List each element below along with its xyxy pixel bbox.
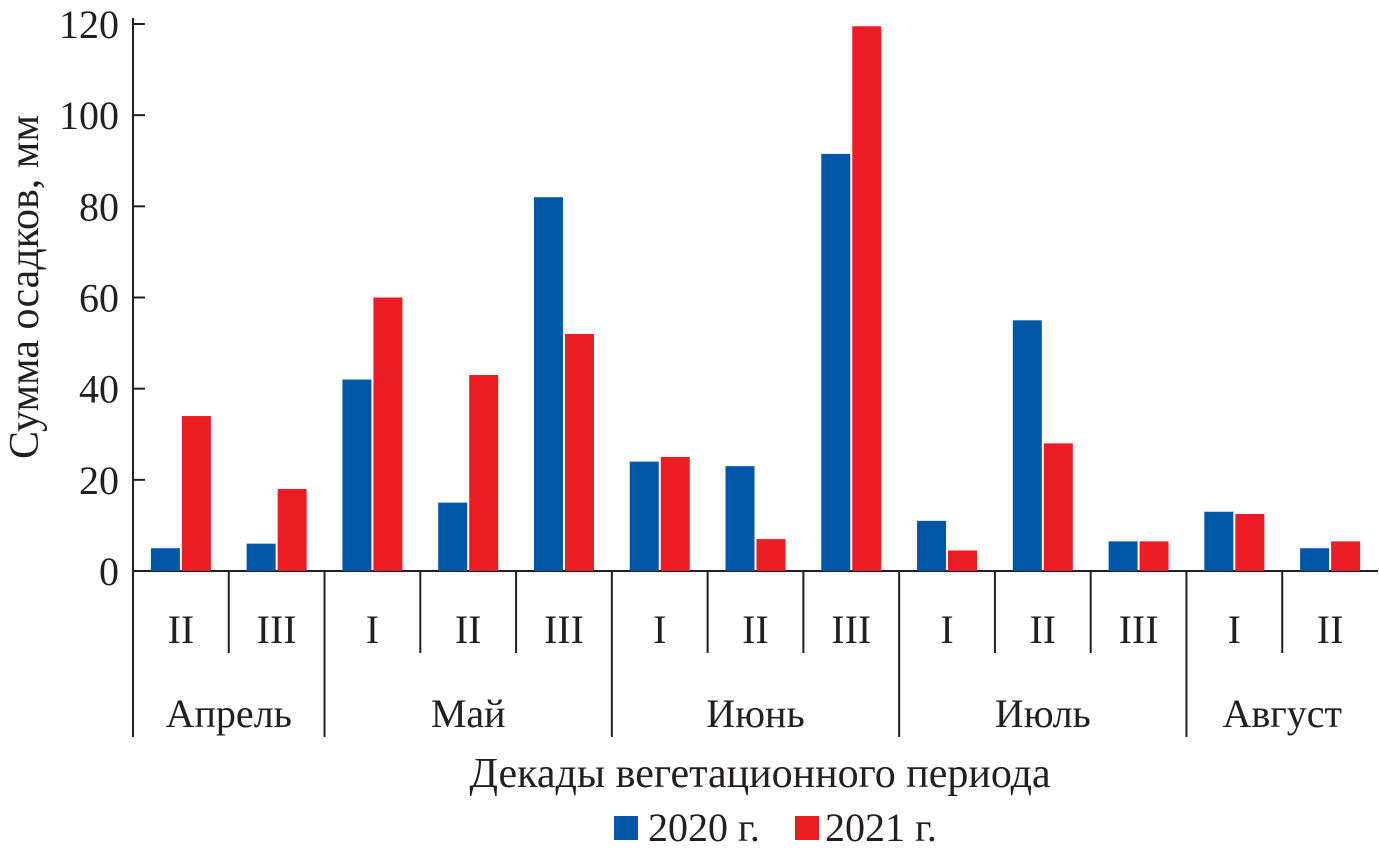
- month-label: Апрель: [166, 691, 292, 736]
- decade-label: II: [455, 607, 482, 652]
- legend-swatch: [614, 816, 638, 840]
- bar-series2: [948, 550, 978, 571]
- decade-label: I: [653, 607, 666, 652]
- legend-label: 2021 г.: [825, 805, 937, 850]
- bar-series1: [150, 548, 180, 571]
- y-tick-label: 120: [59, 2, 119, 47]
- month-label: Май: [431, 691, 506, 736]
- bar-series1: [725, 466, 755, 571]
- decade-label: I: [940, 607, 953, 652]
- y-axis-label: Сумма осадков, мм: [2, 115, 48, 459]
- y-tick-label: 20: [79, 458, 119, 503]
- decade-label: II: [742, 607, 769, 652]
- bar-series2: [852, 26, 882, 571]
- bar-series2: [469, 374, 499, 571]
- bar-series1: [629, 461, 659, 571]
- bar-series1: [1300, 548, 1330, 571]
- decade-label: II: [1317, 607, 1344, 652]
- bar-series1: [246, 543, 276, 571]
- legend-swatch: [795, 816, 819, 840]
- legend: 2020 г. 2021 г.: [614, 805, 937, 850]
- y-tick-label: 80: [79, 184, 119, 229]
- x-axis-label: Декады вегетационного периода: [469, 751, 1051, 797]
- decade-label: II: [1029, 607, 1056, 652]
- legend-label: 2020 г.: [648, 805, 760, 850]
- month-label: Август: [1223, 691, 1342, 736]
- decade-label: II: [168, 607, 195, 652]
- decade-label: I: [1228, 607, 1241, 652]
- bar-series2: [181, 416, 211, 571]
- decade-label: III: [1119, 607, 1159, 652]
- bar-series1: [533, 197, 563, 571]
- bar-series1: [917, 520, 947, 571]
- month-label: Июль: [995, 691, 1091, 736]
- month-label: Июнь: [706, 691, 804, 736]
- bar-series2: [373, 297, 403, 571]
- decade-label: III: [257, 607, 297, 652]
- bar-series1: [1012, 320, 1042, 571]
- bar-series2: [277, 488, 307, 571]
- bar-series1: [342, 379, 372, 571]
- decade-label: III: [544, 607, 584, 652]
- bar-series1: [821, 153, 851, 571]
- bar-series2: [660, 457, 690, 571]
- bar-series2: [564, 333, 594, 571]
- decade-label: III: [831, 607, 871, 652]
- y-tick-label: 60: [79, 276, 119, 321]
- bar-series2: [756, 539, 786, 571]
- bar-series2: [1139, 541, 1169, 571]
- bar-series1: [1204, 511, 1234, 571]
- bar-series2: [1043, 443, 1073, 571]
- bar-series2: [1331, 541, 1361, 571]
- y-tick-label: 40: [79, 367, 119, 412]
- y-tick-label: 100: [59, 93, 119, 138]
- bar-series1: [1108, 541, 1138, 571]
- y-tick-label: 0: [99, 549, 119, 594]
- bar-series2: [1235, 514, 1265, 571]
- bar-series1: [438, 502, 468, 571]
- decade-label: I: [366, 607, 379, 652]
